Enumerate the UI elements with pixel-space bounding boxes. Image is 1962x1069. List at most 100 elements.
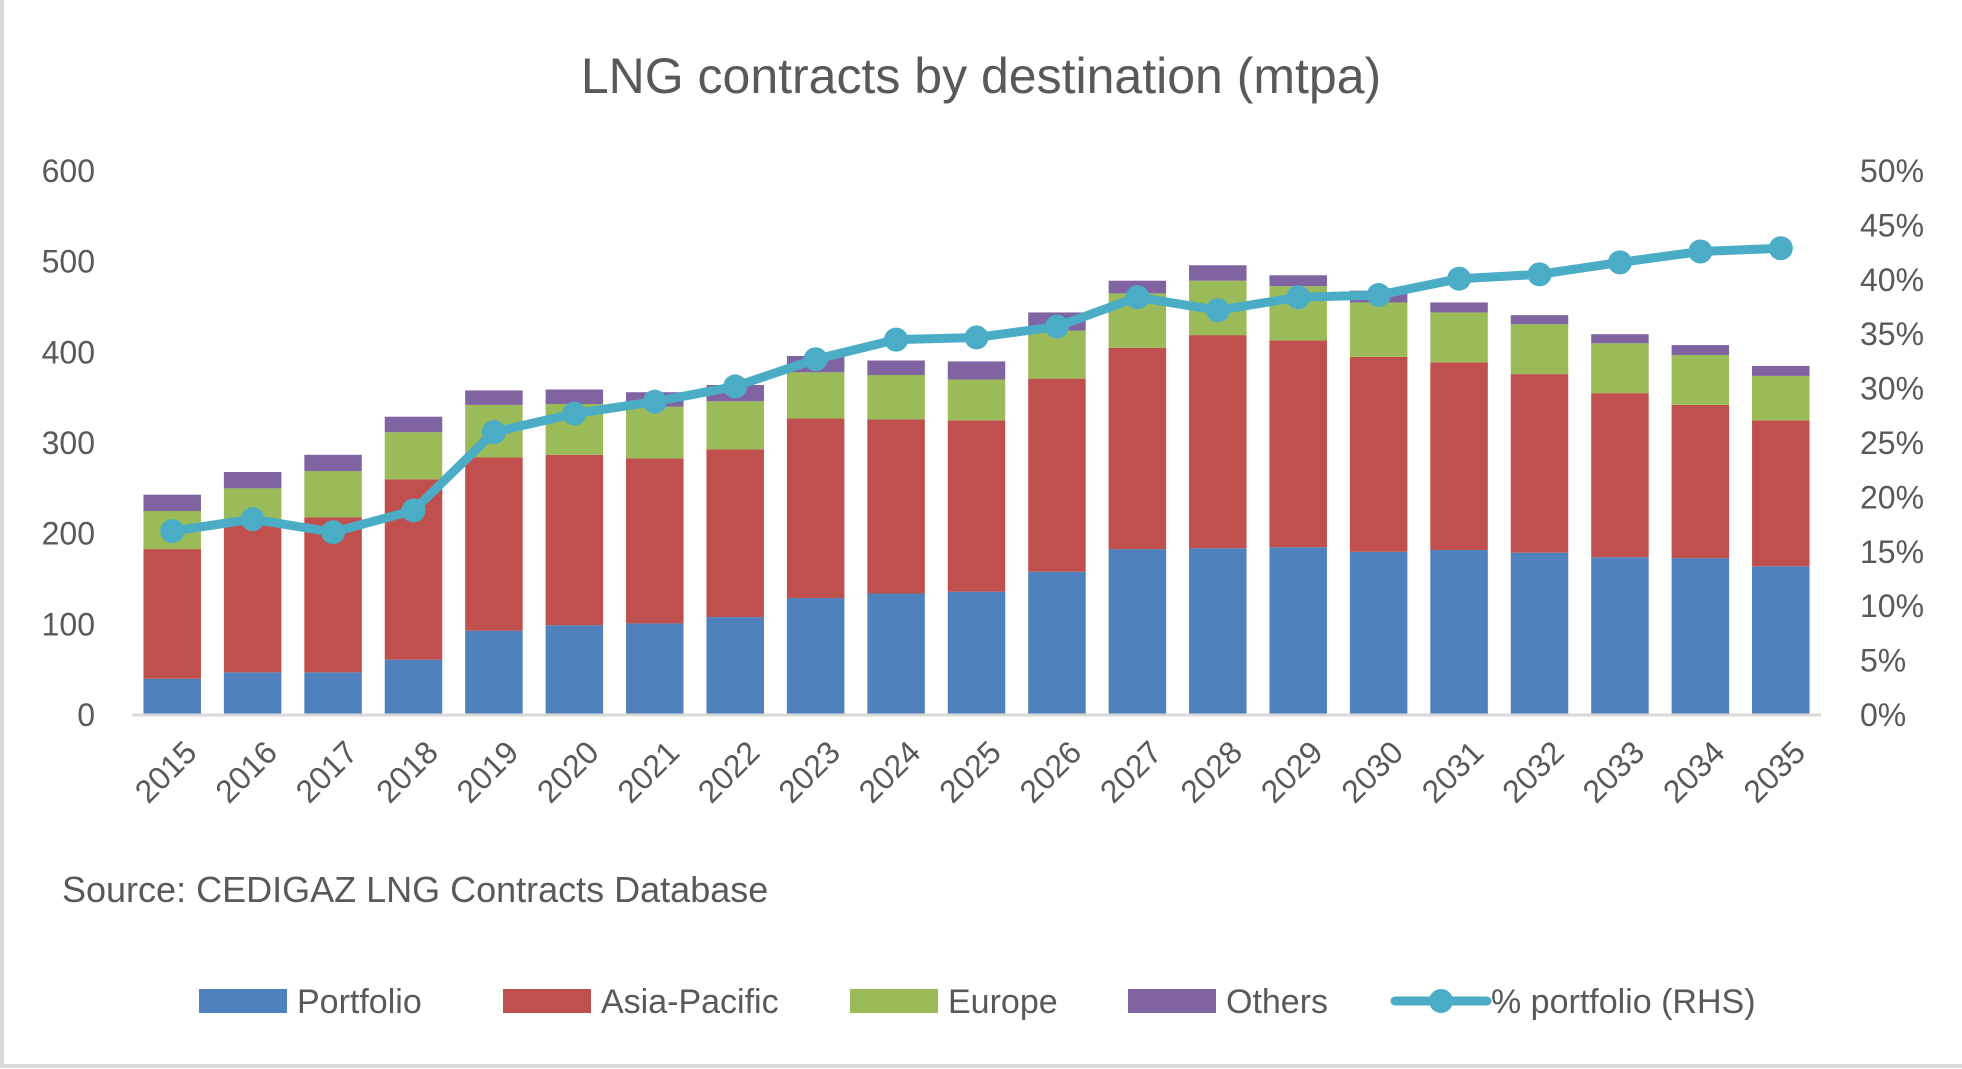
bar-stack-2017	[304, 454, 362, 715]
marker-percent-portfolio-2015	[160, 519, 185, 544]
y-left-tick-label: 600	[42, 153, 95, 189]
bar-europe-2031	[1430, 312, 1488, 363]
bar-stack-2026	[1028, 312, 1086, 715]
y-right-tick-label: 20%	[1860, 479, 1924, 515]
line-series-group	[160, 236, 1793, 545]
marker-percent-portfolio-2017	[321, 520, 346, 545]
bar-europe-2030	[1349, 302, 1408, 357]
bar-portfolio-2028	[1189, 548, 1247, 715]
bar-portfolio-2033	[1591, 557, 1649, 715]
marker-percent-portfolio-2021	[642, 389, 667, 414]
y-right-tick-label: 0%	[1860, 697, 1906, 733]
bar-stack-2034	[1671, 345, 1730, 715]
bar-others-2024	[867, 360, 925, 375]
marker-percent-portfolio-2034	[1688, 239, 1713, 264]
bar-others-2033	[1591, 334, 1649, 344]
bar-portfolio-2026	[1028, 571, 1086, 715]
legend-swatch	[199, 989, 287, 1013]
bar-stack-2028	[1189, 265, 1247, 715]
bar-europe-2033	[1591, 343, 1649, 394]
y-left-tick-label: 200	[42, 516, 95, 552]
bar-portfolio-2031	[1430, 549, 1488, 715]
bar-stack-2016	[223, 472, 282, 715]
bar-asia-pacific-2027	[1108, 347, 1167, 550]
marker-percent-portfolio-2023	[803, 347, 828, 372]
legend-label: Asia-Pacific	[601, 983, 779, 1021]
bar-others-2025	[947, 361, 1006, 380]
legend-item-portfolio: Portfolio	[199, 983, 422, 1021]
bar-stack-2018	[384, 416, 443, 715]
marker-percent-portfolio-2016	[240, 507, 265, 532]
bar-stack-2032	[1510, 315, 1569, 715]
bar-stack-2020	[545, 389, 604, 715]
y-axis-left: 0 100 200 300 400 500 600	[42, 153, 95, 733]
marker-percent-portfolio-2018	[401, 498, 426, 523]
bar-stack-2022	[706, 384, 764, 715]
y-right-tick-label: 45%	[1860, 207, 1924, 243]
bar-others-2020	[545, 389, 604, 405]
bar-europe-2025	[947, 379, 1006, 421]
y-right-tick-label: 5%	[1860, 643, 1906, 679]
bar-europe-2023	[786, 372, 845, 419]
y-axis-right: 0% 5% 10% 15% 20% 25% 30% 35% 40% 45% 50%	[1860, 153, 1924, 733]
bar-others-2034	[1671, 345, 1730, 356]
legend-item-europe: Europe	[850, 983, 1058, 1021]
bar-asia-pacific-2030	[1349, 356, 1408, 552]
marker-percent-portfolio-2032	[1527, 262, 1552, 287]
bar-others-2031	[1430, 302, 1488, 313]
bar-stack-2031	[1430, 302, 1488, 715]
bar-portfolio-2016	[223, 672, 282, 715]
y-right-tick-label: 15%	[1860, 534, 1924, 570]
bar-europe-2024	[867, 375, 925, 420]
bar-portfolio-2021	[626, 623, 684, 715]
bar-others-2035	[1752, 365, 1810, 376]
marker-percent-portfolio-2028	[1205, 298, 1230, 323]
bar-stack-2030	[1349, 290, 1408, 715]
legend: Portfolio Asia-Pacific Europe Others % portf…	[199, 983, 1756, 1021]
legend-swatch	[1128, 989, 1216, 1013]
bar-asia-pacific-2025	[947, 420, 1006, 592]
bar-asia-pacific-2023	[786, 418, 845, 599]
legend-label: % portfolio (RHS)	[1491, 983, 1756, 1021]
bar-others-2019	[465, 390, 523, 405]
marker-percent-portfolio-2027	[1125, 285, 1150, 310]
source-note: Source: CEDIGAZ LNG Contracts Database	[62, 869, 768, 910]
bar-europe-2034	[1671, 355, 1730, 405]
bar-stack-2023	[786, 355, 845, 715]
bar-europe-2035	[1752, 375, 1810, 421]
legend-label: Others	[1226, 983, 1328, 1021]
bar-portfolio-2020	[545, 625, 604, 715]
bar-portfolio-2024	[867, 593, 925, 715]
bar-stack-2033	[1591, 334, 1649, 715]
y-right-tick-label: 40%	[1860, 262, 1924, 298]
marker-percent-portfolio-2019	[481, 420, 506, 445]
legend-label: Portfolio	[297, 983, 422, 1021]
marker-percent-portfolio-2033	[1607, 250, 1632, 275]
bar-portfolio-2019	[465, 630, 523, 715]
legend-marker-swatch	[1429, 989, 1453, 1013]
y-left-tick-label: 500	[42, 244, 95, 280]
bar-stack-2035	[1752, 365, 1810, 715]
bar-others-2032	[1510, 315, 1569, 325]
bar-portfolio-2030	[1349, 551, 1408, 715]
legend-item-portfolio-rhs: % portfolio (RHS)	[1390, 983, 1756, 1021]
bar-portfolio-2035	[1752, 566, 1810, 715]
bar-portfolio-2023	[786, 598, 845, 715]
bar-asia-pacific-2028	[1189, 335, 1247, 549]
bar-stack-2021	[626, 392, 684, 715]
legend-item-others: Others	[1128, 983, 1328, 1021]
marker-percent-portfolio-2024	[884, 327, 909, 352]
bar-portfolio-2022	[706, 617, 764, 715]
bar-others-2017	[304, 454, 362, 472]
bar-asia-pacific-2033	[1591, 393, 1649, 558]
bar-asia-pacific-2035	[1752, 420, 1810, 567]
bar-asia-pacific-2034	[1671, 404, 1730, 559]
bar-stack-2027	[1108, 280, 1167, 715]
bar-stack-2029	[1269, 275, 1327, 715]
bar-stack-2024	[867, 360, 925, 715]
bar-stack-2025	[947, 361, 1006, 715]
bar-asia-pacific-2031	[1430, 362, 1488, 550]
bar-asia-pacific-2019	[465, 457, 523, 631]
y-left-tick-label: 300	[42, 425, 95, 461]
